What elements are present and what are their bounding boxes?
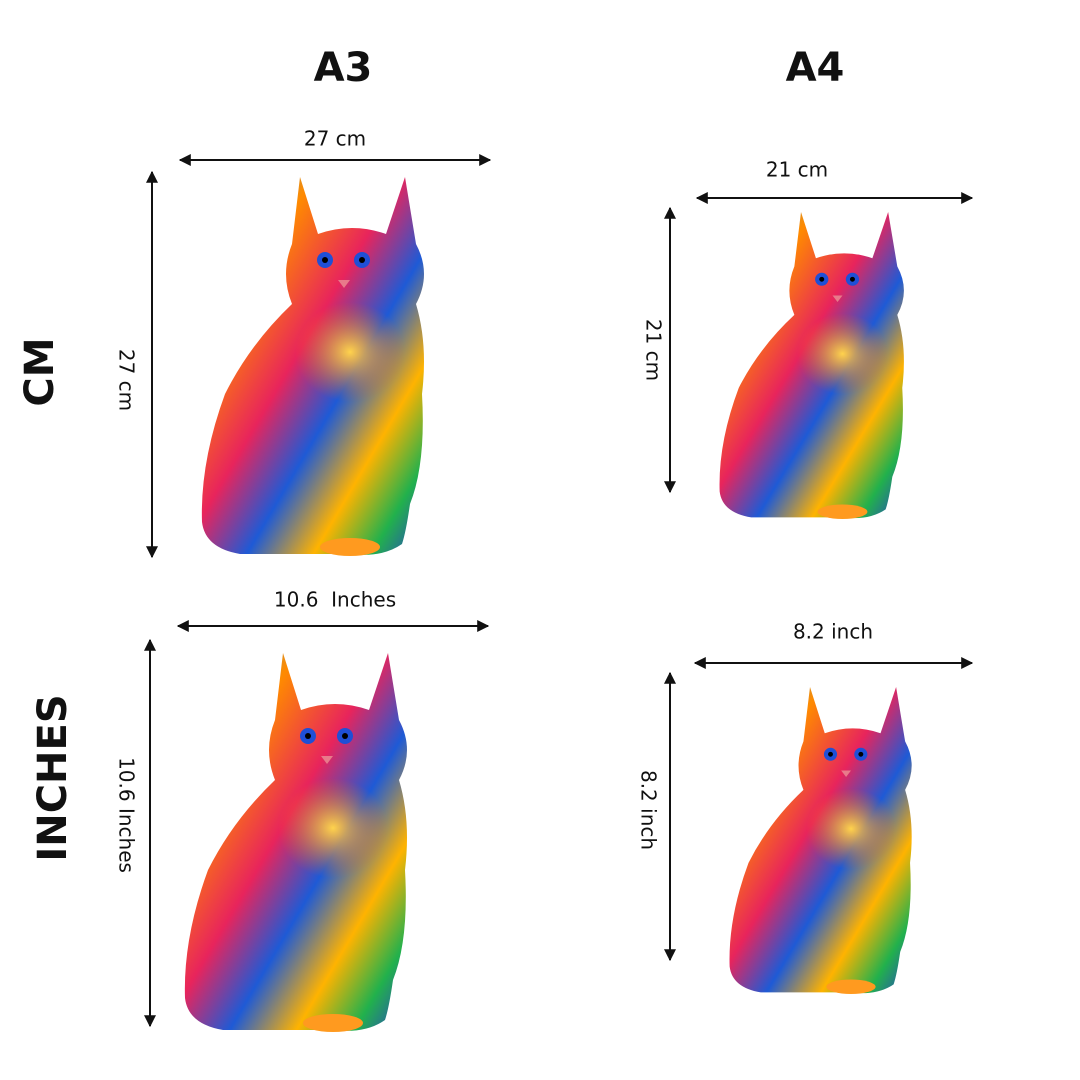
column-header: A4 — [786, 45, 845, 91]
cat-image — [184, 653, 407, 1032]
height-label: 27 cm — [115, 349, 139, 411]
width-label: 8.2 inch — [793, 620, 873, 644]
width-label: 21 cm — [766, 158, 828, 182]
cat-image — [719, 212, 904, 520]
row-label: INCHES — [30, 694, 76, 861]
cat-image — [201, 177, 424, 556]
width-label: 10.6 Inches — [274, 588, 396, 612]
height-label: 8.2 inch — [637, 770, 661, 850]
width-label: 27 cm — [304, 127, 366, 151]
height-label: 21 cm — [642, 319, 666, 381]
height-label: 10.6 Inches — [115, 757, 139, 873]
column-header: A3 — [314, 45, 373, 91]
cat-image — [729, 687, 912, 995]
row-label: CM — [17, 337, 63, 406]
